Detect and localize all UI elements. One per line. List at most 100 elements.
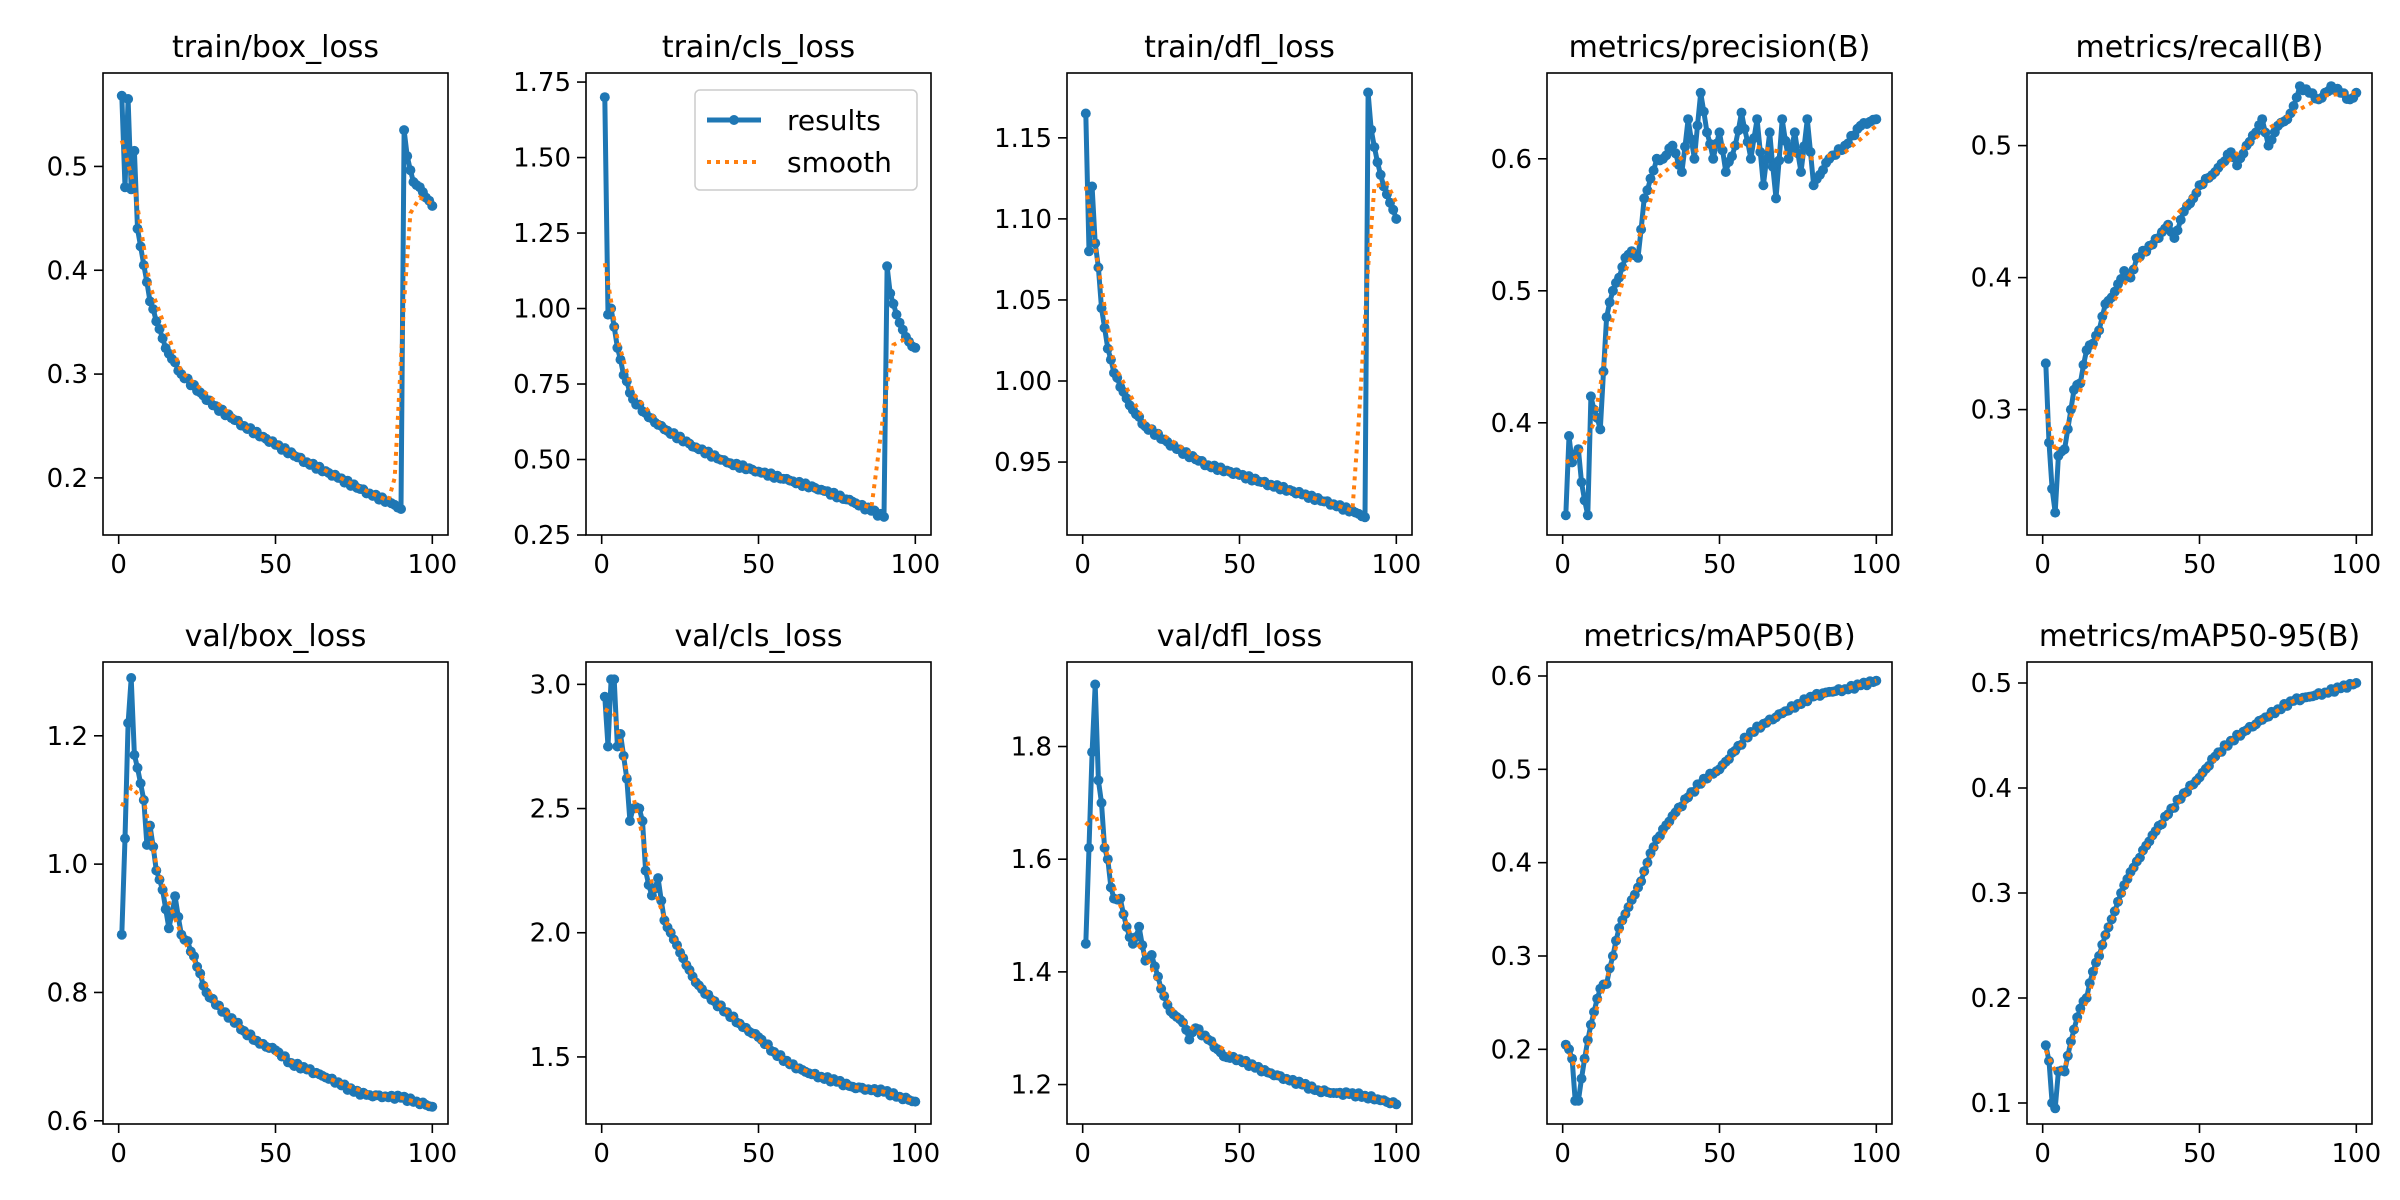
x-tick-label: 0 xyxy=(593,550,610,580)
y-tick-label: 0.75 xyxy=(513,370,571,400)
results-point xyxy=(609,674,620,685)
x-tick-label: 50 xyxy=(259,1139,292,1169)
results-point xyxy=(399,125,410,136)
results-line xyxy=(2043,83,2359,516)
results-point xyxy=(1695,87,1706,98)
subplot-title: metrics/mAP50-95(B) xyxy=(2039,619,2360,654)
results-point xyxy=(1680,141,1690,152)
results-point xyxy=(1771,193,1781,204)
y-tick-label: 0.5 xyxy=(1491,755,1532,785)
results-point xyxy=(126,673,137,683)
results-point xyxy=(1698,106,1709,117)
results-point xyxy=(163,923,174,934)
results-point xyxy=(1667,140,1678,151)
smooth-line xyxy=(602,262,917,511)
results-point xyxy=(1582,510,1593,521)
results-point xyxy=(599,691,610,702)
results-point xyxy=(1592,412,1603,423)
subplot-val-cls-loss: val/cls_loss 0 50 100 1.5 2.0 2.5 3.0 xyxy=(530,619,940,1169)
results-point xyxy=(1090,679,1101,690)
y-tick-label: 0.3 xyxy=(1971,879,2012,909)
x-tick-label: 50 xyxy=(742,550,775,580)
results-point xyxy=(1391,213,1402,224)
results-point xyxy=(1720,167,1731,177)
x-tick-label: 0 xyxy=(1074,550,1091,580)
x-tick-label: 100 xyxy=(1371,550,1421,580)
x-tick-label: 50 xyxy=(2183,550,2216,580)
results-point xyxy=(1714,127,1725,138)
results-point xyxy=(1708,153,1719,164)
results-point xyxy=(1783,153,1794,164)
results-point xyxy=(1102,343,1113,354)
subplot-metrics-precision-b: metrics/precision(B) 0 50 100 0.4 0.5 0.6 xyxy=(1491,30,1901,580)
results-point xyxy=(1777,114,1788,125)
results-point xyxy=(2040,1040,2051,1051)
results-point xyxy=(1080,108,1091,119)
axes-frame xyxy=(2026,661,2373,1125)
results-point xyxy=(1639,193,1650,204)
results-point xyxy=(1796,167,1806,177)
results-point xyxy=(1702,127,1712,138)
y-tick-label: 0.4 xyxy=(1971,264,2012,294)
results-point xyxy=(2040,358,2051,369)
results-point xyxy=(879,511,889,522)
subplot-title: val/cls_loss xyxy=(675,619,843,654)
results-point xyxy=(2175,214,2186,225)
subplot-title: train/dfl_loss xyxy=(1144,30,1335,65)
results-point xyxy=(2078,359,2089,370)
series-group xyxy=(1560,675,1882,1106)
results-point xyxy=(405,165,416,176)
results-point xyxy=(123,94,134,104)
results-point xyxy=(2257,114,2268,125)
series-group xyxy=(599,92,921,522)
smooth-line xyxy=(1083,180,1399,514)
y-tick-label: 0.5 xyxy=(1971,132,2012,162)
x-tick-label: 0 xyxy=(110,550,127,580)
y-tick-label: 2.0 xyxy=(530,919,571,949)
subplot-title: val/box_loss xyxy=(185,619,367,654)
results-line xyxy=(119,675,433,1110)
x-tick-label: 100 xyxy=(407,550,457,580)
y-tick-label: 0.5 xyxy=(1491,277,1532,307)
legend-box xyxy=(694,89,918,191)
results-point xyxy=(1843,138,1854,149)
results-point xyxy=(2172,225,2183,236)
results-point xyxy=(1727,151,1737,162)
series-group xyxy=(116,673,438,1112)
results-point xyxy=(1567,457,1578,468)
results-point xyxy=(1579,1053,1590,1064)
results-point xyxy=(1375,169,1386,180)
results-point xyxy=(1560,510,1571,521)
subplot-title: metrics/recall(B) xyxy=(2075,30,2323,65)
y-tick-label: 3.0 xyxy=(530,670,571,700)
smooth-line xyxy=(1084,810,1397,1107)
subplot-metrics-recall-b: metrics/recall(B) 0 50 100 0.3 0.4 0.5 xyxy=(1971,30,2381,580)
x-tick-label: 100 xyxy=(1371,1139,1421,1169)
results-point xyxy=(1084,842,1094,853)
results-line xyxy=(1563,678,1878,1104)
subplot-metrics-map50-95-b: metrics/mAP50-95(B) 0 50 100 0.1 0.2 0.3 0.4 0.5 xyxy=(1971,619,2381,1169)
series-group xyxy=(2040,81,2362,518)
results-point xyxy=(2050,1103,2061,1114)
axes-frame xyxy=(102,72,449,536)
y-tick-label: 0.50 xyxy=(513,446,571,476)
x-tick-label: 100 xyxy=(1851,1139,1901,1169)
subplot-train-dfl-loss: train/dfl_loss 0 50 100 0.95 1.00 1.05 1.10 1.15 xyxy=(994,30,1421,580)
results-point xyxy=(1802,114,1813,125)
subplot-title: metrics/precision(B) xyxy=(1569,30,1871,65)
results-point xyxy=(1363,87,1374,98)
results-point xyxy=(2044,437,2054,448)
results-point xyxy=(1369,142,1380,153)
y-tick-label: 1.00 xyxy=(513,295,571,325)
results-point xyxy=(1146,950,1157,960)
results-point xyxy=(1789,127,1800,138)
y-tick-label: 1.15 xyxy=(994,124,1052,154)
results-point xyxy=(2291,92,2302,103)
results-point xyxy=(2238,148,2249,159)
results-point xyxy=(1871,114,1882,125)
smooth-line xyxy=(1563,678,1877,1071)
y-tick-label: 1.8 xyxy=(1011,733,1052,763)
x-tick-label: 50 xyxy=(259,550,292,580)
series-group xyxy=(2040,678,2362,1114)
legend-smooth-label: smooth xyxy=(787,146,892,179)
